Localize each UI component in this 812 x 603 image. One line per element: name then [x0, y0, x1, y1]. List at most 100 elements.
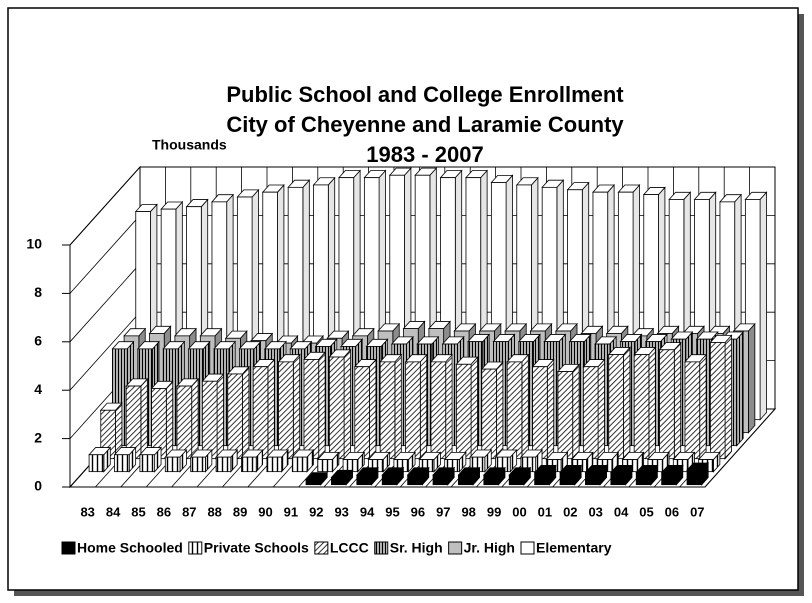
bar — [291, 456, 308, 473]
legend-label: Home Schooled — [77, 540, 183, 556]
bar — [508, 474, 525, 486]
floor-line — [704, 408, 776, 488]
bar — [381, 474, 398, 486]
bar-side — [648, 346, 656, 460]
bar-side — [470, 356, 478, 460]
legend-swatch — [188, 541, 203, 555]
bar-side — [724, 334, 732, 460]
bar — [164, 456, 181, 473]
bar-side — [748, 322, 756, 434]
bar — [455, 363, 472, 460]
bar — [356, 474, 372, 486]
bar — [139, 454, 156, 473]
bar-side — [318, 351, 326, 460]
bar — [241, 456, 257, 473]
x-tick-label: 05 — [639, 504, 653, 519]
legend-label: Sr. High — [390, 540, 443, 556]
bar — [303, 359, 320, 460]
y-axis-label: Thousands — [152, 137, 227, 153]
bar-side — [546, 358, 555, 460]
bar-side — [394, 353, 402, 460]
y-tick-label: 4 — [34, 381, 42, 397]
y-tick-label: 10 — [26, 236, 42, 252]
bar — [215, 456, 232, 473]
bar — [331, 476, 347, 486]
y-tick-label: 0 — [34, 478, 42, 494]
bar — [252, 366, 269, 460]
x-tick-label: 94 — [360, 504, 375, 519]
bar — [610, 472, 626, 486]
bar — [328, 356, 345, 460]
bar — [432, 474, 449, 486]
legend-label: LCCC — [330, 540, 369, 556]
bar — [582, 366, 599, 460]
bar-side — [165, 380, 174, 460]
bar — [559, 472, 576, 486]
bar-side — [496, 360, 504, 460]
bar-side — [521, 353, 529, 460]
x-tick-label: 83 — [80, 504, 94, 519]
bar — [342, 459, 359, 473]
bar — [709, 342, 726, 460]
bar — [585, 472, 601, 486]
bar — [266, 456, 283, 473]
bar-side — [292, 353, 301, 460]
bar-side — [597, 358, 605, 460]
bar — [661, 472, 677, 486]
bar-side — [759, 191, 767, 421]
bar-side — [419, 353, 428, 460]
bar — [176, 385, 193, 460]
x-tick-label: 98 — [461, 504, 475, 519]
x-tick-label: 87 — [182, 504, 196, 519]
bar-side — [673, 341, 682, 460]
bar-side — [699, 353, 707, 460]
grid-line — [69, 215, 141, 294]
legend-swatch — [61, 541, 76, 555]
x-tick-label: 95 — [385, 504, 399, 519]
bar — [608, 354, 624, 460]
bar — [278, 361, 294, 460]
x-tick-label: 04 — [614, 504, 629, 519]
legend-label: Private Schools — [204, 540, 309, 556]
grid-line — [69, 311, 141, 391]
bars — [88, 167, 768, 486]
bar — [114, 454, 130, 473]
bar-side — [216, 373, 224, 460]
legend-swatch — [374, 541, 389, 555]
bar — [407, 474, 423, 486]
x-tick-label: 96 — [411, 504, 425, 519]
chart-period: 1983 - 2007 — [366, 142, 483, 167]
bar — [405, 361, 421, 460]
bar — [430, 361, 447, 460]
legend-label: Jr. High — [464, 540, 515, 556]
x-tick-label: 97 — [436, 504, 450, 519]
chart-subtitle: City of Cheyenne and Laramie County — [226, 112, 624, 137]
bar — [483, 474, 499, 486]
bar — [190, 456, 206, 473]
x-tick-label: 01 — [538, 504, 552, 519]
bar — [659, 349, 675, 460]
bar — [88, 454, 105, 473]
bar — [532, 366, 548, 460]
bar-side — [572, 363, 580, 460]
x-tick-label: 91 — [284, 504, 298, 519]
chart-title: Public School and College Enrollment — [226, 82, 624, 107]
x-tick-label: 07 — [690, 504, 704, 519]
bar — [458, 474, 474, 486]
legend: Home Schooled Private Schools LCCC Sr. High… — [61, 540, 612, 556]
bar-side — [369, 358, 377, 460]
x-tick-label: 93 — [334, 504, 348, 519]
bar — [354, 366, 370, 460]
x-tick-label: 89 — [233, 504, 247, 519]
bar-side — [736, 330, 744, 447]
bar-side — [242, 365, 250, 460]
legend-swatch — [314, 541, 329, 555]
bar — [506, 361, 523, 460]
bar-side — [343, 348, 351, 460]
bar — [557, 371, 574, 460]
bar — [686, 469, 703, 486]
bar — [227, 373, 243, 460]
bar — [379, 361, 396, 460]
bar — [305, 479, 322, 486]
